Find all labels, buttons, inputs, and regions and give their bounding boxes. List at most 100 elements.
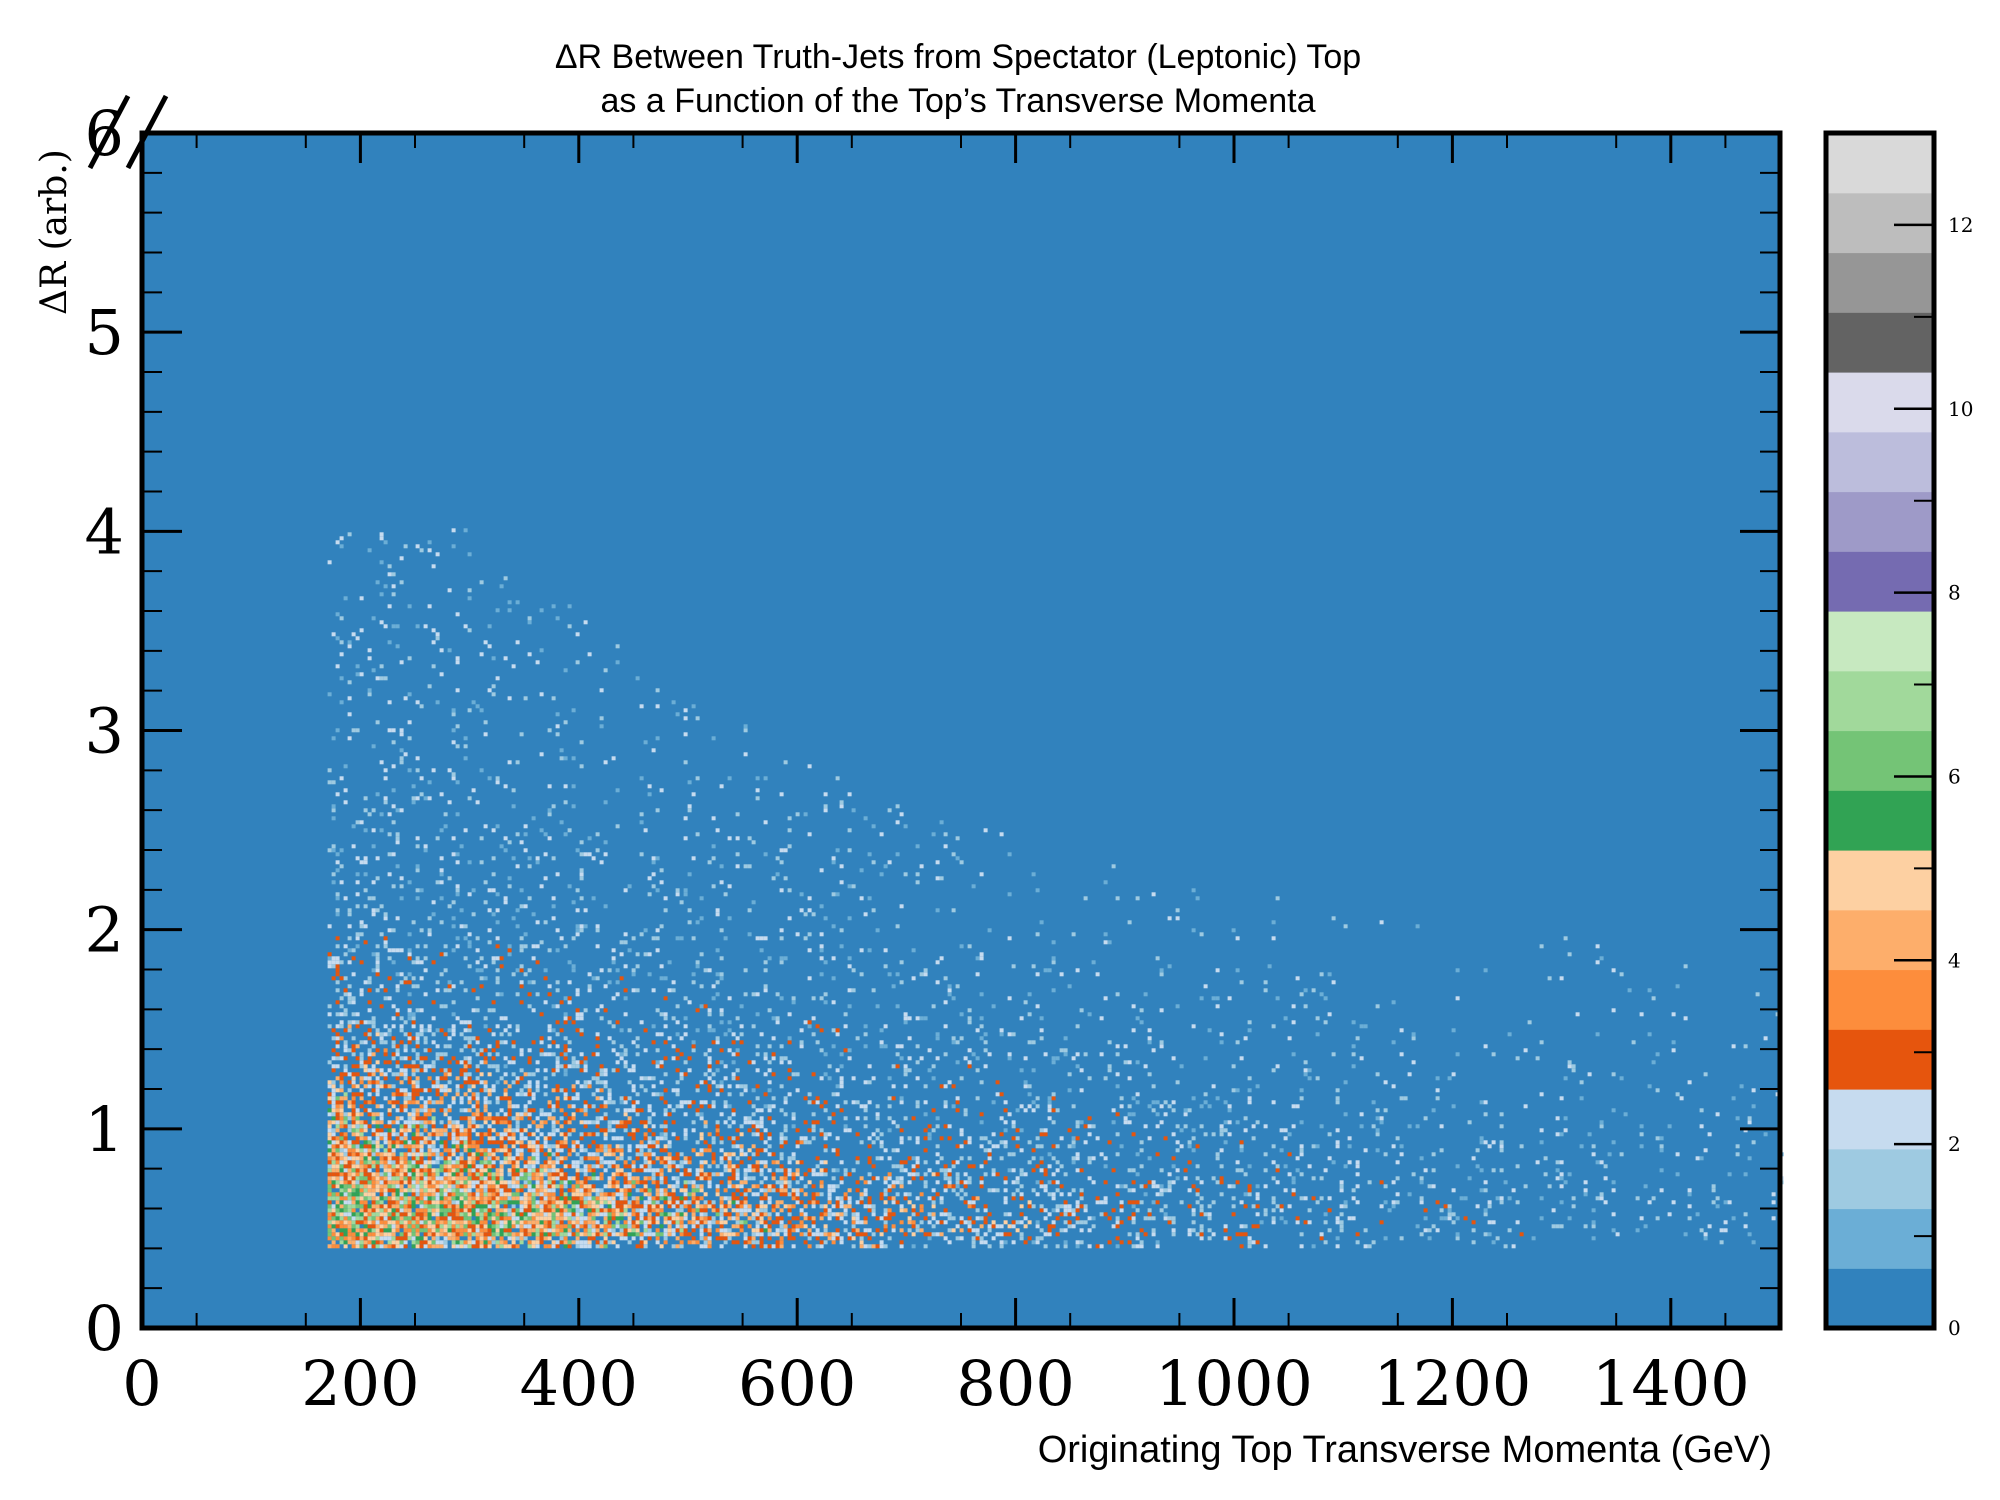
heatmap-cell [531,1228,536,1233]
heatmap-cell [511,664,516,669]
heatmap-cell [335,1140,340,1145]
heatmap-cell [623,1224,628,1229]
heatmap-cell [623,1012,628,1017]
heatmap-cell [559,1176,564,1181]
heatmap-cell [379,828,384,833]
heatmap-cell [671,1244,676,1249]
heatmap-cell [347,1164,352,1169]
heatmap-cell [783,956,788,961]
heatmap-cell [559,820,564,825]
heatmap-cell [343,1224,348,1229]
heatmap-cell [391,1168,396,1173]
heatmap-cell [359,1052,364,1057]
heatmap-cell [495,1156,500,1161]
heatmap-cell [391,764,396,769]
heatmap-cell [343,1180,348,1185]
heatmap-cell [451,1120,456,1125]
heatmap-cell [583,1220,588,1225]
heatmap-cell [847,792,852,797]
heatmap-cell [435,1168,440,1173]
heatmap-cell [711,1100,716,1105]
heatmap-cell [511,1216,516,1221]
heatmap-cell [467,708,472,713]
heatmap-cell [599,1004,604,1009]
heatmap-cell [543,1236,548,1241]
heatmap-cell [451,740,456,745]
heatmap-cell [755,1224,760,1229]
heatmap-cell [387,1112,392,1117]
heatmap-cell [619,1172,624,1177]
heatmap-cell [327,1216,332,1221]
heatmap-cell [571,1200,576,1205]
heatmap-cell [663,1156,668,1161]
heatmap-cell [631,1200,636,1205]
heatmap-cell [623,888,628,893]
heatmap-cell [543,1140,548,1145]
heatmap-cell [443,824,448,829]
heatmap-cell [527,1156,532,1161]
heatmap-cell [363,1076,368,1081]
heatmap-cell [467,1076,472,1081]
heatmap-cell [631,1184,636,1189]
heatmap-cell [463,1212,468,1217]
heatmap-cell [803,912,808,917]
heatmap-cell [471,1008,476,1013]
heatmap-cell [807,1140,812,1145]
heatmap-cell [787,1192,792,1197]
heatmap-cell [331,1240,336,1245]
heatmap-cell [403,1120,408,1125]
heatmap-cell [387,996,392,1001]
heatmap-cell [755,1228,760,1233]
heatmap-cell [383,776,388,781]
heatmap-cell [759,1160,764,1165]
heatmap-cell [459,1184,464,1189]
heatmap-cell [575,1216,580,1221]
heatmap-cell [423,1204,428,1209]
heatmap-cell [595,832,600,837]
heatmap-cell [635,1112,640,1117]
heatmap-cell [611,1224,616,1229]
heatmap-cell [555,1184,560,1189]
heatmap-cell [419,776,424,781]
heatmap-cell [639,1236,644,1241]
heatmap-cell [331,1228,336,1233]
heatmap-cell [595,1156,600,1161]
heatmap-cell [651,1160,656,1165]
heatmap-cell [559,1064,564,1069]
heatmap-cell [823,1208,828,1213]
heatmap-cell [367,1048,372,1053]
heatmap-cell [407,1120,412,1125]
heatmap-cell [367,1240,372,1245]
heatmap-cell [483,1016,488,1021]
heatmap-cell [491,1184,496,1189]
heatmap-cell [567,1200,572,1205]
heatmap-cell [767,1236,772,1241]
heatmap-cell [767,1144,772,1149]
heatmap-cell [419,1168,424,1173]
heatmap-cell [563,1048,568,1053]
heatmap-cell [491,1088,496,1093]
heatmap-cell [847,956,852,961]
heatmap-cell [331,1180,336,1185]
heatmap-cell [499,1244,504,1249]
heatmap-cell [531,1172,536,1177]
heatmap-cell [567,1040,572,1045]
heatmap-cell [583,1232,588,1237]
heatmap-cell [411,1176,416,1181]
heatmap-cell [435,552,440,557]
heatmap-cell [395,832,400,837]
heatmap-cell [599,1156,604,1161]
heatmap-cell [583,924,588,929]
heatmap-cell [379,1144,384,1149]
heatmap-cell [571,1208,576,1213]
heatmap-cell [403,1224,408,1229]
heatmap-cell [699,1224,704,1229]
heatmap-cell [751,900,756,905]
heatmap-cell [455,884,460,889]
heatmap-cell [423,1104,428,1109]
heatmap-cell [411,1160,416,1165]
heatmap-cell [403,1096,408,1101]
heatmap-cell [563,1132,568,1137]
heatmap-cell [591,1224,596,1229]
heatmap-cell [475,1216,480,1221]
